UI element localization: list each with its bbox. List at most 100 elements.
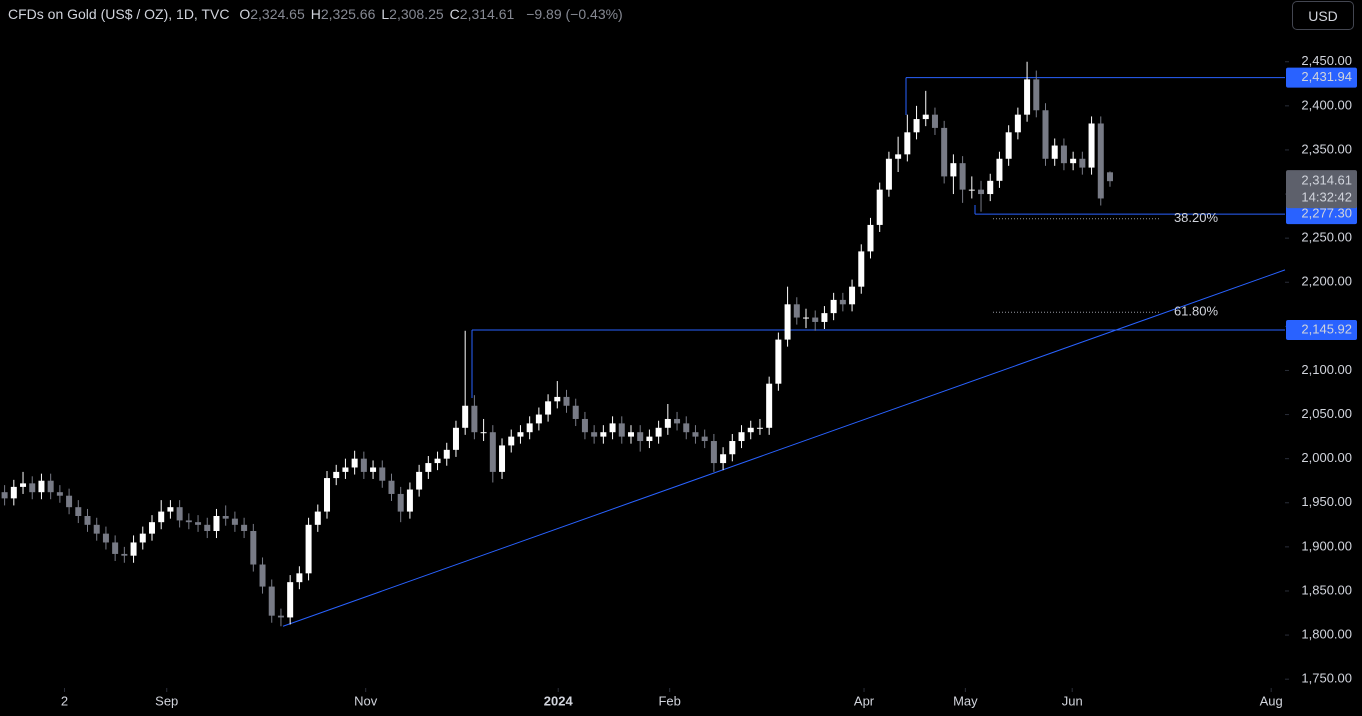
y-tick-label: 1,950.00 <box>1301 494 1352 509</box>
currency-button[interactable]: USD <box>1292 1 1354 30</box>
candle-body <box>784 304 791 340</box>
candle-body <box>102 533 109 543</box>
candle-body <box>462 405 469 428</box>
candle-body <box>508 436 515 446</box>
candle-body <box>287 582 294 618</box>
candle-body <box>425 463 432 472</box>
candle-body <box>139 533 146 543</box>
candle-body <box>93 524 100 534</box>
candle-body <box>720 454 727 464</box>
ohlc-label: H <box>310 6 321 22</box>
level-price-box <box>1286 319 1357 340</box>
ohlc-value: 2,324.65 <box>250 6 305 22</box>
change-percent: (−0.43%) <box>565 6 623 22</box>
candle-body <box>1024 79 1031 115</box>
candle-body <box>959 163 966 190</box>
candle-body <box>434 458 441 464</box>
candle-body <box>830 299 837 314</box>
ohlc-label: L <box>381 6 390 22</box>
candle-body <box>978 189 985 195</box>
candle-body <box>876 189 883 225</box>
candle-body <box>406 489 413 512</box>
candle-body <box>609 423 616 433</box>
x-tick-label: 2 <box>61 693 68 708</box>
level-price-box <box>1286 204 1357 225</box>
candle-body <box>1097 123 1104 199</box>
x-tick-label: Apr <box>854 693 875 708</box>
header: CFDs on Gold (US$ / OZ), 1D, TVC O2,324.… <box>8 6 623 22</box>
candle-body <box>895 154 902 159</box>
candle-body <box>195 522 202 525</box>
candle-body <box>1005 132 1012 159</box>
candle-body <box>471 405 478 433</box>
candle-body <box>821 313 828 322</box>
candle-body <box>443 449 450 459</box>
x-tick-label: Feb <box>658 693 680 708</box>
candle-body <box>554 396 561 402</box>
candle-body <box>710 441 717 464</box>
candle-body <box>204 524 211 531</box>
x-tick-label: Sep <box>155 693 178 708</box>
candle-body <box>812 317 819 322</box>
candle-body <box>452 427 459 450</box>
candle-body <box>185 520 192 523</box>
candle-body <box>996 158 1003 181</box>
candle-body <box>1 492 8 499</box>
candle-body <box>1106 172 1113 182</box>
candle-body <box>756 427 763 429</box>
candle-body <box>1079 158 1086 168</box>
candle-body <box>526 423 533 433</box>
candle-body <box>10 486 17 499</box>
change: −9.89 <box>526 6 562 22</box>
ohlc-legend: O2,324.65 H2,325.66 L2,308.25 C2,314.61 <box>233 6 514 22</box>
candle-body <box>968 189 975 191</box>
candle-body <box>241 524 248 531</box>
candle-body <box>379 467 386 481</box>
candle-body <box>803 317 810 319</box>
ohlc-value: 2,308.25 <box>389 6 444 22</box>
candle-body <box>637 432 644 442</box>
x-tick-label: Aug <box>1260 693 1283 708</box>
candle-body <box>931 114 938 128</box>
candle-body <box>858 251 865 287</box>
y-tick-label: 1,750.00 <box>1301 671 1352 686</box>
candle-body <box>1070 158 1077 164</box>
candle-body <box>941 127 948 177</box>
candle-body <box>950 163 957 177</box>
candle-body <box>121 553 128 556</box>
candle-body <box>1014 114 1021 133</box>
candle-body <box>683 423 690 433</box>
candle-body <box>545 401 552 415</box>
candle-body <box>158 511 165 523</box>
candle-body <box>397 493 404 512</box>
y-tick-label: 1,800.00 <box>1301 627 1352 642</box>
candle-body <box>922 114 929 120</box>
candle-body <box>489 432 496 472</box>
candle-body <box>342 467 349 472</box>
candle-body <box>213 516 220 531</box>
candle-body <box>47 480 54 493</box>
candle-body <box>793 304 800 318</box>
candle-body <box>655 427 662 437</box>
candle-body <box>176 507 183 521</box>
ohlc-label: O <box>239 6 251 22</box>
ohlc-value: 2,314.61 <box>459 6 515 22</box>
candle-body <box>849 286 856 305</box>
y-tick-label: 1,850.00 <box>1301 582 1352 597</box>
candle-body <box>1033 79 1040 111</box>
ohlc-value: 2,325.66 <box>320 6 376 22</box>
candle-body <box>167 507 174 512</box>
candle-body <box>480 432 487 434</box>
candle-body <box>370 467 377 472</box>
candle-body <box>535 414 542 424</box>
y-tick-label: 1,900.00 <box>1301 538 1352 553</box>
candle-body <box>231 518 238 525</box>
candle-body <box>692 432 699 437</box>
candle-body <box>351 458 358 468</box>
candle-body <box>75 507 82 516</box>
last-price-label: 2,314.61 <box>1301 173 1352 188</box>
candle-body <box>360 458 367 472</box>
candle-body <box>416 471 423 490</box>
